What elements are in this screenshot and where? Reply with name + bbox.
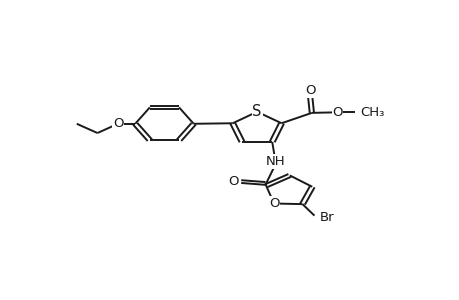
- Text: O: O: [331, 106, 342, 119]
- Text: Br: Br: [319, 211, 334, 224]
- Text: S: S: [252, 104, 261, 119]
- Text: NH: NH: [265, 155, 284, 168]
- Text: O: O: [112, 117, 123, 130]
- Text: O: O: [304, 84, 314, 97]
- Text: CH₃: CH₃: [359, 106, 384, 119]
- Text: O: O: [268, 197, 279, 210]
- Text: O: O: [227, 175, 238, 188]
